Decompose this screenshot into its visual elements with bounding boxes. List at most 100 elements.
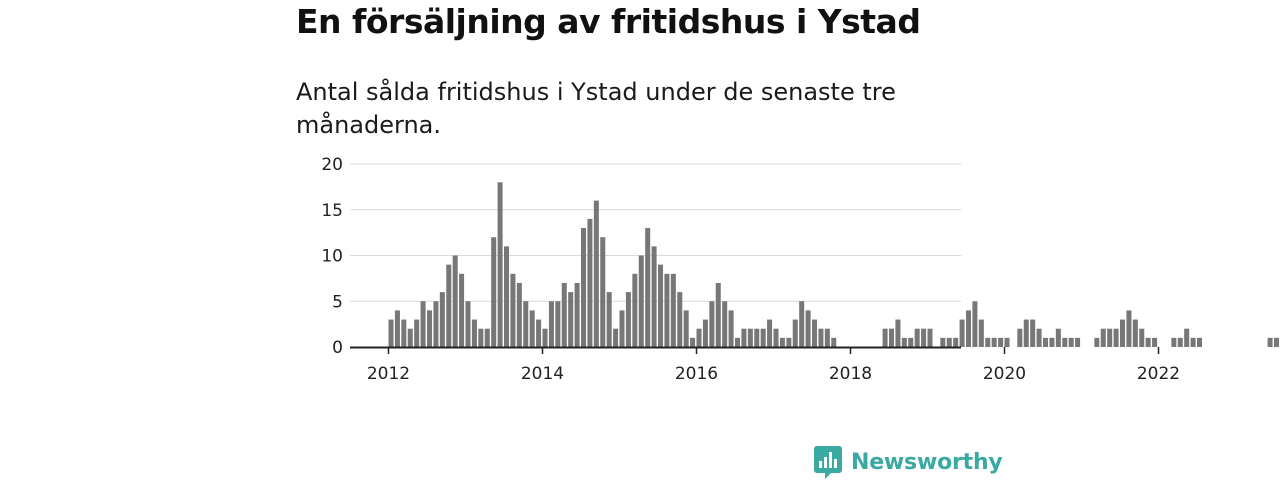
bar — [613, 328, 619, 347]
bar — [882, 328, 888, 347]
bar — [946, 337, 952, 347]
bar — [760, 328, 766, 347]
bar — [401, 319, 407, 347]
bar — [581, 228, 587, 347]
bar — [921, 328, 927, 347]
bar — [792, 319, 798, 347]
bar — [542, 328, 548, 347]
bar — [747, 328, 753, 347]
bar — [972, 301, 978, 347]
bar — [619, 310, 625, 347]
x-tick-label: 2018 — [829, 364, 872, 384]
newsworthy-logo-icon — [814, 446, 842, 479]
bar — [773, 328, 779, 347]
page-title: En försäljning av fritidshus i Ystad — [296, 2, 921, 41]
bar — [606, 292, 612, 347]
bar — [459, 273, 465, 347]
bar — [574, 282, 580, 347]
bar — [805, 310, 811, 347]
bar — [1068, 337, 1074, 347]
bar — [998, 337, 1004, 347]
bar — [985, 337, 991, 347]
bar — [593, 200, 599, 347]
bar — [1177, 337, 1183, 347]
bar — [1023, 319, 1029, 347]
bar — [1100, 328, 1106, 347]
x-tick-label: 2012 — [367, 364, 410, 384]
bar — [1184, 328, 1190, 347]
bar — [754, 328, 760, 347]
bar — [452, 255, 458, 347]
bar — [1171, 337, 1177, 347]
bar — [1267, 337, 1273, 347]
bar — [1017, 328, 1023, 347]
bar — [664, 273, 670, 347]
bar — [625, 292, 631, 347]
bar — [677, 292, 683, 347]
bar — [529, 310, 535, 347]
bar — [1145, 337, 1151, 347]
bar — [966, 310, 972, 347]
x-tick-label: 2014 — [521, 364, 564, 384]
bar — [927, 328, 933, 347]
bar — [702, 319, 708, 347]
bar — [690, 337, 696, 347]
bar — [1113, 328, 1119, 347]
bar — [1274, 337, 1280, 347]
bar — [446, 264, 452, 347]
bar — [1126, 310, 1132, 347]
x-tick-label: 2020 — [983, 364, 1026, 384]
bar — [824, 328, 830, 347]
x-tick-label: 2022 — [1137, 364, 1180, 384]
bar — [561, 282, 567, 347]
bar — [510, 273, 516, 347]
bar — [420, 301, 426, 347]
bar — [889, 328, 895, 347]
bar — [1132, 319, 1138, 347]
bar — [536, 319, 542, 347]
bar — [1004, 337, 1010, 347]
bar — [953, 337, 959, 347]
bar — [439, 292, 445, 347]
bar — [812, 319, 818, 347]
newsworthy-logo: Newsworthy — [814, 446, 1003, 479]
y-tick-label: 15 — [321, 201, 343, 221]
bar — [478, 328, 484, 347]
bar — [1062, 337, 1068, 347]
bar — [818, 328, 824, 347]
bar — [523, 301, 529, 347]
bar — [1055, 328, 1061, 347]
bar — [516, 282, 522, 347]
bar — [670, 273, 676, 347]
bar — [1094, 337, 1100, 347]
bar — [940, 337, 946, 347]
bar — [715, 282, 721, 347]
bar — [728, 310, 734, 347]
bar — [901, 337, 907, 347]
bar — [1120, 319, 1126, 347]
bar — [600, 237, 606, 347]
bar — [978, 319, 984, 347]
bar — [1107, 328, 1113, 347]
bar — [1049, 337, 1055, 347]
bar — [491, 237, 497, 347]
bar — [632, 273, 638, 347]
bar — [1190, 337, 1196, 347]
y-tick-label: 20 — [321, 155, 343, 175]
bar — [779, 337, 785, 347]
bar — [786, 337, 792, 347]
bar — [908, 337, 914, 347]
y-tick-label: 0 — [332, 338, 343, 358]
bar — [767, 319, 773, 347]
bar — [555, 301, 561, 347]
bar — [433, 301, 439, 347]
bar — [914, 328, 920, 347]
bar — [484, 328, 490, 347]
bar — [1197, 337, 1203, 347]
bar — [1036, 328, 1042, 347]
bar — [651, 246, 657, 347]
bar — [799, 301, 805, 347]
chart-subtitle: Antal sålda fritidshus i Ystad under de … — [296, 78, 896, 139]
bar — [1075, 337, 1081, 347]
bar — [735, 337, 741, 347]
